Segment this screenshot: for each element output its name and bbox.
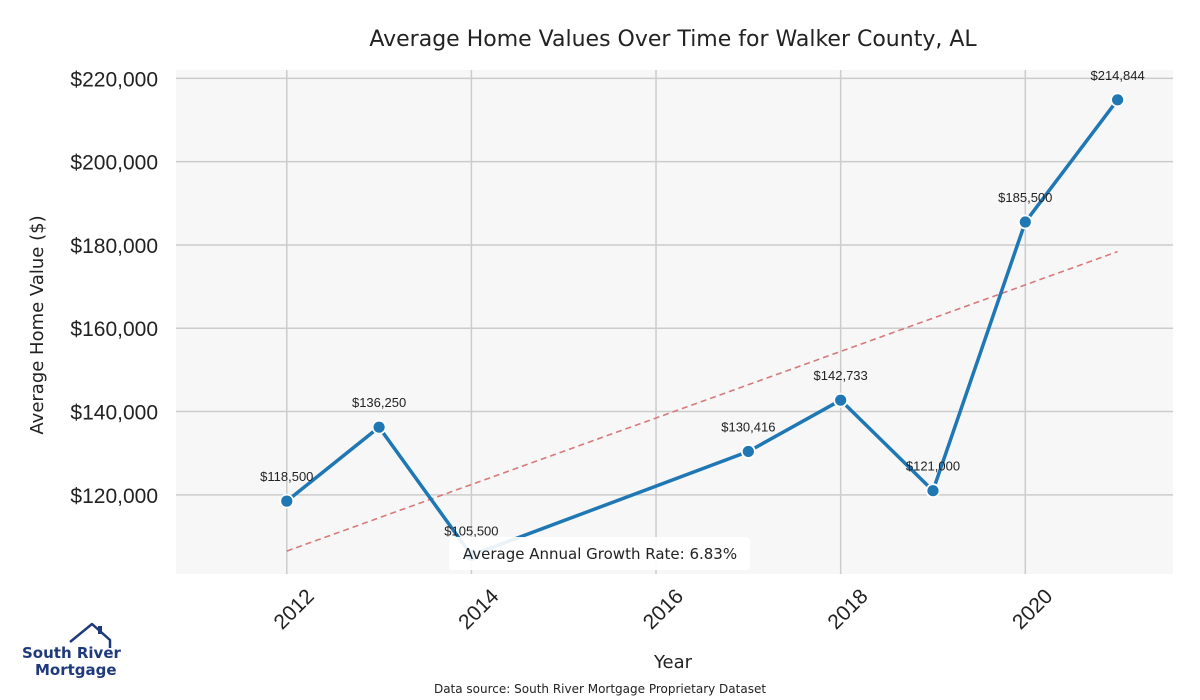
data-label-2019: $121,000	[906, 459, 960, 474]
data-point-2020	[1017, 214, 1033, 230]
logo-line-1: South River	[22, 644, 122, 662]
data-label-2021: $214,844	[1090, 68, 1144, 83]
data-label-2012: $118,500	[260, 469, 313, 484]
trend-line	[286, 250, 1118, 552]
grid	[176, 70, 1173, 574]
x-tick-2014: 2014	[454, 585, 504, 635]
south-river-mortgage-logo: South River Mortgage	[22, 622, 122, 679]
data-labels: $118,500 $136,250 $105,500 $130,416 $142,733…	[260, 68, 1145, 538]
data-label-2018: $142,733	[814, 368, 868, 383]
data-label-2014: $105,500	[444, 523, 498, 538]
y-tick-220000: $220,000	[70, 68, 158, 91]
data-source-note: Data source: South River Mortgage Propri…	[434, 682, 766, 696]
y-tick-160000: $160,000	[70, 318, 158, 341]
growth-rate-annotation: Average Annual Growth Rate: 6.83%	[449, 537, 750, 570]
data-point-2018	[833, 392, 849, 408]
x-tick-2012: 2012	[270, 585, 319, 634]
x-axis-label: Year	[653, 652, 693, 673]
y-tick-120000: $120,000	[70, 485, 158, 508]
data-point-2012	[279, 493, 295, 509]
annotation-box	[449, 537, 750, 570]
data-label-2013: $136,250	[352, 395, 406, 410]
x-tick-2018: 2018	[823, 585, 872, 634]
y-tick-140000: $140,000	[70, 402, 158, 425]
data-point-2013	[371, 419, 387, 435]
plot-area	[176, 70, 1173, 574]
x-axis-ticks: 2012 2014 2016 2018 2020	[270, 585, 1058, 635]
chart-title: Average Home Values Over Time for Walker…	[369, 27, 977, 52]
data-label-2020: $185,500	[998, 190, 1052, 205]
chimney-icon	[98, 626, 102, 634]
y-axis-ticks: $120,000 $140,000 $160,000 $180,000 $200,000…	[70, 68, 158, 508]
x-tick-2016: 2016	[639, 585, 688, 634]
y-tick-180000: $180,000	[70, 235, 158, 258]
trend-line-group	[286, 250, 1118, 552]
data-point-2019	[925, 483, 941, 499]
data-label-2017: $130,416	[721, 419, 775, 434]
x-tick-2020: 2020	[1008, 585, 1057, 634]
data-point-2017	[740, 444, 756, 459]
data-point-2021	[1110, 92, 1126, 108]
y-axis-label: Average Home Value ($)	[27, 215, 48, 434]
annotation-text: Average Annual Growth Rate: 6.83%	[463, 545, 737, 563]
series-line	[285, 98, 1120, 558]
y-tick-200000: $200,000	[70, 152, 158, 175]
logo-line-2: Mortgage	[35, 661, 117, 679]
series-group	[279, 92, 1126, 563]
